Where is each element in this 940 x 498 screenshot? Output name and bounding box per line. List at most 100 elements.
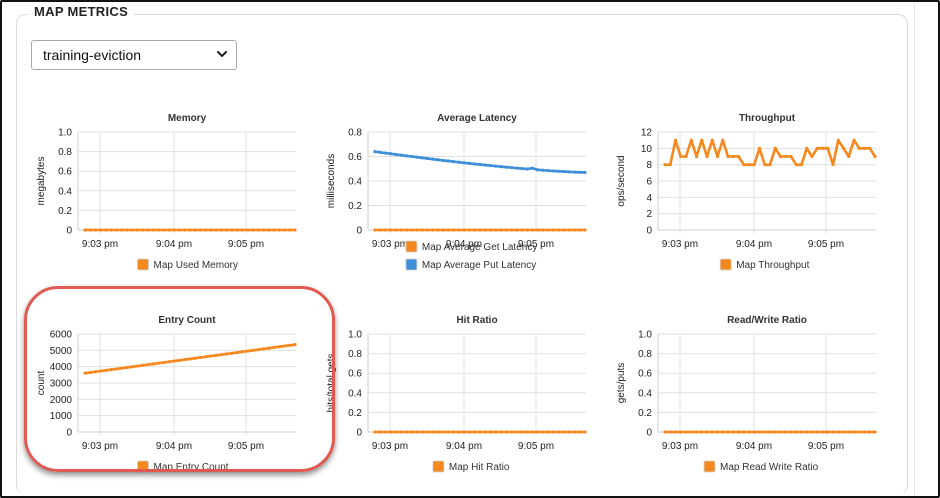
x-tick-label: 9:04 pm (156, 441, 192, 452)
y-tick-label: 0.2 (348, 408, 362, 419)
data-point (441, 228, 445, 232)
data-point (478, 162, 482, 167)
x-tick-label: 9:03 pm (662, 239, 698, 250)
legend-item[interactable]: Map Entry Count (137, 460, 229, 473)
data-point (389, 228, 393, 232)
data-point (198, 228, 203, 232)
data-point (261, 347, 266, 351)
data-point (520, 430, 524, 434)
x-tick-label: 9:05 pm (808, 239, 844, 250)
data-point (873, 154, 877, 159)
x-tick-label: 9:04 pm (446, 239, 482, 250)
data-point (862, 430, 867, 434)
chart-svg: Read/Write Ratio 1.0 0.8 0.6 0.4 0.2 0 9:03 pm 9… (616, 315, 877, 473)
data-point (679, 154, 683, 159)
data-point (530, 430, 535, 434)
data-point (572, 170, 577, 174)
data-point (567, 228, 571, 232)
legend-item[interactable]: Map Throughput (719, 258, 810, 271)
data-point (198, 355, 203, 360)
data-point (235, 350, 239, 355)
data-point (757, 146, 762, 150)
data-point (410, 228, 414, 232)
data-point (209, 354, 213, 358)
data-point (431, 157, 435, 161)
data-point (525, 430, 529, 434)
data-point (536, 228, 540, 232)
data-point (778, 154, 783, 159)
data-point (763, 430, 767, 434)
data-point (488, 164, 493, 168)
legend-label: Map Hit Ratio (449, 462, 510, 473)
data-point (404, 154, 409, 158)
y-tick-label: 6 (646, 177, 652, 188)
y-tick-label: 1.0 (638, 330, 652, 341)
legend-item[interactable]: Map Hit Ratio (432, 460, 510, 473)
data-point (167, 228, 171, 232)
data-point (446, 228, 451, 232)
data-point (246, 228, 250, 232)
data-point (689, 138, 693, 142)
y-tick-label: 0.4 (348, 388, 362, 399)
data-point (394, 430, 398, 434)
y-axis-label: milliseconds (326, 154, 337, 208)
y-tick-label: 0 (66, 428, 72, 439)
data-point (378, 150, 382, 154)
data-point (726, 154, 730, 159)
data-point (282, 344, 287, 348)
data-point (183, 228, 187, 232)
data-point (805, 430, 809, 434)
data-point (494, 228, 498, 232)
legend-item[interactable]: Map Used Memory (137, 258, 238, 271)
legend-label: Map Throughput (736, 260, 809, 271)
data-point (847, 430, 851, 434)
data-point (104, 368, 108, 372)
data-point (715, 430, 720, 434)
data-point (805, 146, 809, 150)
data-point (551, 430, 556, 434)
legend-label: Map Used Memory (154, 260, 238, 271)
data-point (404, 228, 409, 232)
data-point (188, 357, 192, 361)
x-tick-label: 9:03 pm (82, 239, 118, 250)
data-point (857, 146, 861, 150)
data-point (836, 430, 840, 434)
data-point (862, 146, 867, 150)
y-tick-label: 0.8 (348, 349, 362, 360)
y-tick-label: 1.0 (348, 330, 362, 341)
data-point (373, 150, 377, 154)
series-1 (83, 343, 297, 375)
data-point (578, 430, 582, 434)
data-point (288, 228, 292, 232)
data-point (441, 430, 445, 434)
legend-item[interactable]: Map Average Put Latency (405, 258, 536, 271)
data-point (109, 368, 113, 372)
y-tick-label: 0 (66, 226, 72, 237)
data-point (425, 156, 430, 161)
data-point (525, 228, 529, 232)
chart-hit-ratio: Hit Ratio 1.0 0.8 0.6 0.4 0.2 0 9:03 pm 9:04 pm 9… (320, 310, 590, 490)
chart-svg: Throughput 12 10 8 6 4 2 0 9:03 pm 9:04 pm 9:05 pm… (616, 113, 877, 271)
data-point (193, 228, 197, 232)
data-point (399, 228, 403, 232)
data-point (731, 430, 735, 434)
legend-item[interactable]: Map Average Get Latency (405, 240, 537, 253)
data-point (494, 164, 498, 168)
x-tick-label: 9:05 pm (518, 441, 554, 452)
data-point (694, 430, 699, 434)
data-point (167, 360, 171, 364)
data-point (731, 154, 735, 159)
data-point (99, 369, 103, 373)
data-point (219, 353, 224, 357)
data-point (478, 228, 482, 232)
y-tick-label: 0.8 (638, 349, 652, 360)
data-point (183, 358, 187, 362)
legend-item[interactable]: Map Read Write Ratio (703, 460, 819, 473)
legend-swatch (703, 460, 716, 473)
legend-label: Map Read Write Ratio (720, 462, 819, 473)
map-select-dropdown[interactable]: training-eviction (31, 40, 237, 70)
data-point (773, 146, 777, 150)
data-point (240, 350, 245, 354)
x-tick-label: 9:05 pm (228, 239, 264, 250)
series-line (665, 138, 877, 166)
